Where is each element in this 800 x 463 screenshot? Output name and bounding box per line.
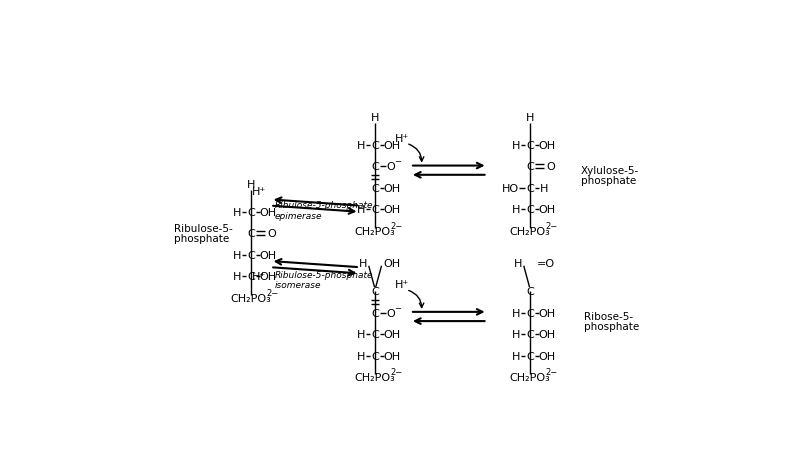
- Text: CH₂PO₃: CH₂PO₃: [354, 373, 395, 382]
- Text: OH: OH: [384, 183, 401, 194]
- Text: OH: OH: [384, 351, 401, 361]
- Text: H: H: [233, 272, 242, 282]
- Text: phosphate: phosphate: [174, 233, 229, 244]
- Text: C: C: [526, 140, 534, 150]
- Text: epimerase: epimerase: [274, 212, 322, 221]
- Text: H: H: [357, 205, 366, 215]
- Text: phosphate: phosphate: [584, 322, 640, 332]
- Text: Xylulose-5-: Xylulose-5-: [581, 166, 638, 176]
- Text: O: O: [267, 229, 276, 239]
- Text: Ribulose-5-phosphate: Ribulose-5-phosphate: [274, 270, 373, 279]
- Text: −: −: [394, 303, 401, 312]
- Text: C: C: [371, 351, 379, 361]
- Text: OH: OH: [538, 205, 556, 215]
- Text: OH: OH: [260, 207, 277, 217]
- Text: H: H: [359, 259, 367, 269]
- Text: C: C: [371, 140, 379, 150]
- Text: 2−: 2−: [266, 288, 279, 297]
- Text: H: H: [233, 207, 242, 217]
- Text: H: H: [247, 180, 255, 190]
- Text: phosphate: phosphate: [581, 176, 636, 186]
- Text: OH: OH: [538, 351, 556, 361]
- Text: H: H: [357, 351, 366, 361]
- Text: CH₂PO₃: CH₂PO₃: [510, 226, 550, 237]
- Text: H: H: [512, 330, 520, 339]
- Text: C: C: [526, 351, 534, 361]
- Text: Ribulose-5-: Ribulose-5-: [174, 224, 232, 233]
- Text: OH: OH: [538, 140, 556, 150]
- Text: Ribulose-5-phosphate: Ribulose-5-phosphate: [274, 201, 373, 210]
- Text: O: O: [386, 308, 395, 318]
- Text: H: H: [357, 330, 366, 339]
- Text: C: C: [526, 308, 534, 318]
- Text: 2−: 2−: [546, 368, 558, 376]
- Text: C: C: [526, 205, 534, 215]
- Text: OH: OH: [384, 205, 401, 215]
- Text: H: H: [233, 250, 242, 260]
- Text: 2−: 2−: [390, 222, 403, 231]
- Text: H: H: [512, 308, 520, 318]
- Text: HO: HO: [502, 183, 518, 194]
- Text: H⁺: H⁺: [252, 187, 266, 197]
- Text: 2−: 2−: [546, 222, 558, 231]
- Text: C: C: [371, 205, 379, 215]
- Text: C: C: [371, 330, 379, 339]
- Text: OH: OH: [260, 250, 277, 260]
- Text: CH₂PO₃: CH₂PO₃: [354, 226, 395, 237]
- Text: OH: OH: [384, 140, 401, 150]
- Text: C: C: [526, 162, 534, 172]
- Text: C: C: [371, 162, 379, 172]
- Text: C: C: [371, 308, 379, 318]
- Text: H: H: [512, 205, 520, 215]
- Text: H: H: [512, 351, 520, 361]
- Text: H: H: [540, 183, 548, 194]
- Text: H: H: [512, 140, 520, 150]
- Text: H: H: [371, 113, 379, 123]
- Text: C: C: [526, 183, 534, 194]
- Text: OH: OH: [538, 330, 556, 339]
- Text: C: C: [247, 272, 255, 282]
- Text: Ribose-5-: Ribose-5-: [584, 312, 634, 322]
- Text: H⁺: H⁺: [395, 280, 410, 289]
- Text: O: O: [386, 162, 395, 172]
- Text: OH: OH: [538, 308, 556, 318]
- Text: =O: =O: [536, 259, 554, 269]
- Text: C: C: [247, 229, 255, 239]
- Text: CH₂PO₃: CH₂PO₃: [510, 373, 550, 382]
- Text: OH: OH: [383, 259, 400, 269]
- Text: H⁺: H⁺: [252, 271, 266, 281]
- Text: C: C: [526, 330, 534, 339]
- Text: C: C: [371, 183, 379, 194]
- Text: O: O: [546, 162, 554, 172]
- Text: H: H: [526, 113, 534, 123]
- Text: C: C: [247, 250, 255, 260]
- Text: −: −: [394, 157, 401, 166]
- Text: OH: OH: [384, 330, 401, 339]
- Text: 2−: 2−: [390, 368, 403, 376]
- Text: isomerase: isomerase: [274, 281, 321, 290]
- Text: C: C: [526, 287, 534, 296]
- Text: H⁺: H⁺: [395, 133, 410, 144]
- Text: OH: OH: [260, 272, 277, 282]
- Text: C: C: [247, 207, 255, 217]
- Text: CH₂PO₃: CH₂PO₃: [230, 294, 271, 303]
- Text: H: H: [357, 140, 366, 150]
- Text: H: H: [514, 259, 522, 269]
- Text: C: C: [371, 287, 379, 296]
